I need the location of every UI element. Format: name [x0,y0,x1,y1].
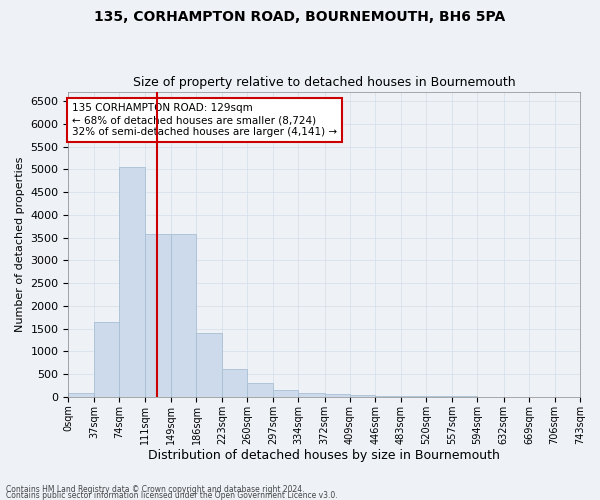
Bar [171,234,196,397]
Text: Contains public sector information licensed under the Open Government Licence v3: Contains public sector information licen… [6,491,338,500]
Bar [222,368,247,397]
Bar [196,333,222,397]
Bar [325,394,350,397]
Text: 135, CORHAMPTON ROAD, BOURNEMOUTH, BH6 5PA: 135, CORHAMPTON ROAD, BOURNEMOUTH, BH6 5… [94,10,506,24]
Title: Size of property relative to detached houses in Bournemouth: Size of property relative to detached ho… [133,76,515,90]
Bar [350,395,376,397]
Bar [94,322,119,397]
Bar [247,382,273,397]
Bar [376,396,401,397]
Bar [401,396,427,397]
Y-axis label: Number of detached properties: Number of detached properties [15,156,25,332]
Bar [68,394,94,397]
Text: 135 CORHAMPTON ROAD: 129sqm
← 68% of detached houses are smaller (8,724)
32% of : 135 CORHAMPTON ROAD: 129sqm ← 68% of det… [72,104,337,136]
Bar [119,167,145,397]
X-axis label: Distribution of detached houses by size in Bournemouth: Distribution of detached houses by size … [148,450,500,462]
Bar [298,393,325,397]
Text: Contains HM Land Registry data © Crown copyright and database right 2024.: Contains HM Land Registry data © Crown c… [6,485,305,494]
Bar [145,234,171,397]
Bar [273,390,298,397]
